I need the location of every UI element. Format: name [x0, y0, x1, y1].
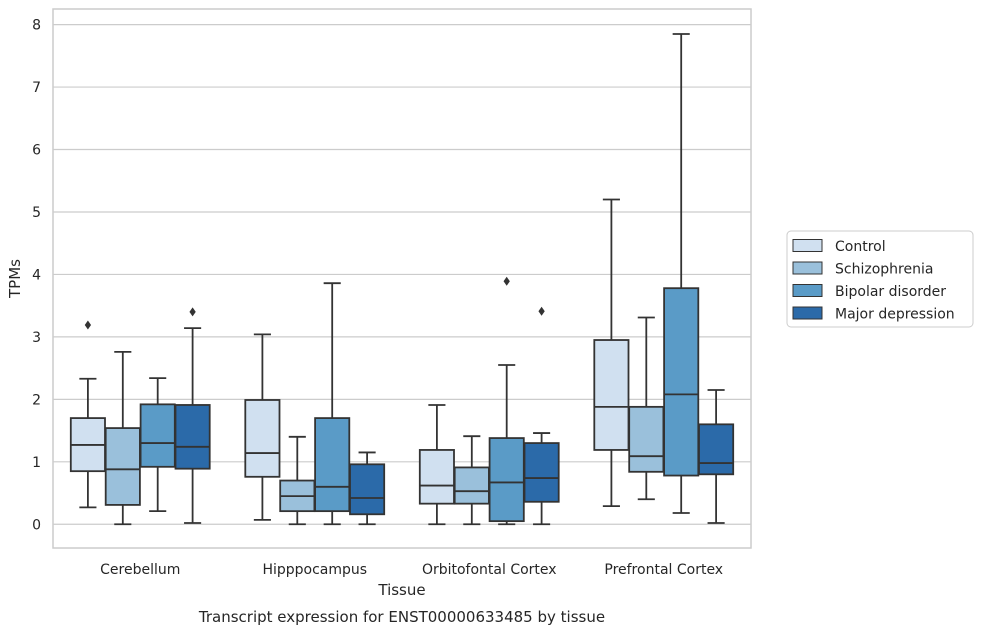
- legend-label: Major depression: [835, 307, 955, 323]
- box: [314, 282, 351, 526]
- y-tick-label: 4: [32, 267, 41, 283]
- x-tick-label: Orbitofontal Cortex: [422, 562, 557, 578]
- box-rect: [244, 399, 281, 478]
- legend-frame: [786, 230, 974, 328]
- series-schizophrenia: [104, 316, 665, 526]
- box: [244, 333, 281, 521]
- flier-marker: [503, 276, 510, 286]
- plot-frame: [52, 8, 752, 549]
- y-axis-title: TPMs: [6, 259, 24, 299]
- legend-swatch: [792, 239, 823, 252]
- box-rect: [628, 405, 665, 473]
- x-axis-title: Tissue: [377, 581, 425, 599]
- flier-marker: [84, 320, 92, 330]
- y-tick-label: 6: [32, 143, 41, 159]
- series-major-depression: [174, 306, 735, 526]
- box-rect: [314, 417, 351, 513]
- y-tick-label: 1: [32, 455, 41, 471]
- box: [418, 404, 455, 526]
- x-axis-ticks: Cerebellum Hipppocampus Orbitofontal Corte…: [100, 562, 723, 578]
- legend-label: Control: [835, 239, 886, 255]
- legend-swatch: [792, 284, 823, 297]
- box-rect: [139, 403, 176, 468]
- legend: Control Schizophrenia Bipolar disorder Majo…: [786, 230, 974, 328]
- x-tick-label: Prefrontal Cortex: [604, 562, 723, 578]
- box: [663, 33, 700, 514]
- box-rect: [593, 339, 630, 451]
- legend-label: Bipolar disorder: [835, 284, 946, 300]
- legend-label: Schizophrenia: [835, 262, 933, 278]
- box: [139, 377, 176, 513]
- flier-marker: [189, 307, 196, 317]
- box: [488, 276, 525, 526]
- box: [698, 389, 735, 524]
- box: [523, 306, 560, 526]
- series-control: [69, 198, 630, 526]
- box: [628, 316, 665, 501]
- box-rect: [698, 423, 735, 476]
- box-rect: [453, 466, 490, 505]
- box: [593, 198, 630, 508]
- y-axis-ticks: 0 1 2 3 4 5 6 7 8: [32, 18, 41, 534]
- box: [174, 307, 211, 524]
- box-rect: [104, 427, 141, 506]
- series-bipolar-disorder: [139, 33, 700, 526]
- chart-caption: Transcript expression for ENST0000063348…: [198, 608, 605, 626]
- box-rect: [488, 437, 525, 523]
- y-tick-label: 3: [32, 330, 41, 346]
- box-rect: [418, 449, 455, 505]
- y-tick-label: 5: [32, 205, 41, 221]
- legend-swatch: [792, 261, 823, 275]
- x-tick-label: Hipppocampus: [262, 562, 367, 578]
- box-rect: [663, 287, 700, 477]
- box-rect: [174, 404, 211, 470]
- y-tick-label: 2: [32, 392, 41, 408]
- box-rect: [349, 463, 386, 516]
- x-tick-label: Cerebellum: [100, 562, 180, 578]
- box: [69, 320, 106, 509]
- flier-marker: [538, 306, 545, 316]
- y-tick-label: 7: [32, 80, 41, 96]
- box: [104, 350, 141, 526]
- legend-swatch: [792, 306, 823, 320]
- box: [453, 435, 490, 526]
- box-series: [69, 33, 735, 526]
- box: [349, 451, 386, 526]
- box: [279, 435, 316, 526]
- box-rect: [523, 442, 560, 503]
- y-tick-label: 0: [32, 517, 41, 533]
- y-tick-label: 8: [32, 18, 41, 34]
